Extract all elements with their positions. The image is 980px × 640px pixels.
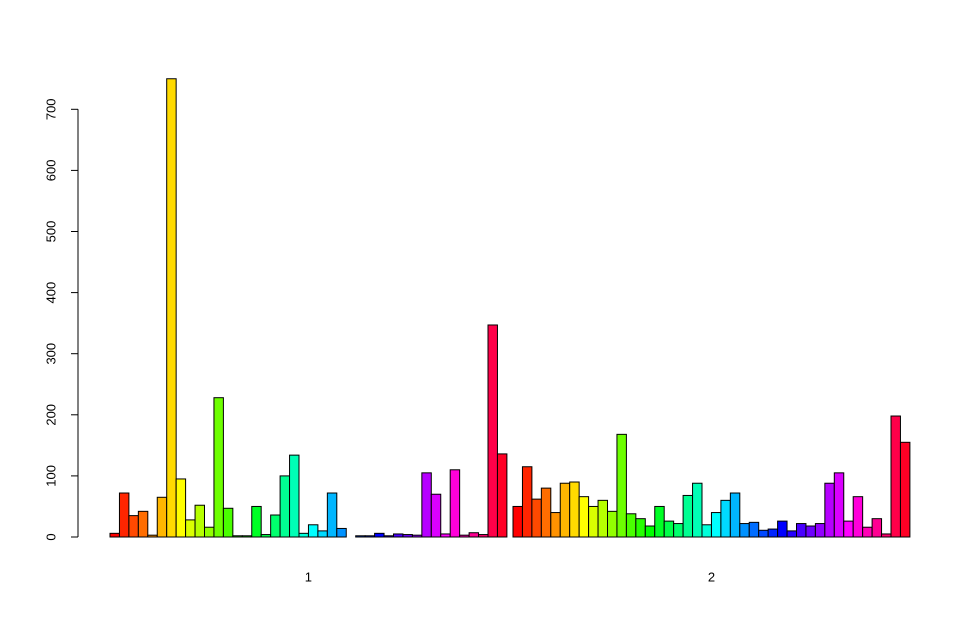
bar	[156, 496, 168, 538]
bar	[654, 505, 665, 538]
bar	[843, 520, 854, 538]
bar	[194, 504, 206, 538]
bar	[805, 525, 816, 538]
bar	[487, 324, 498, 538]
x-category-label: 1	[305, 569, 312, 584]
bar	[260, 534, 272, 538]
y-tick-label: 600	[43, 160, 58, 182]
bar	[663, 520, 675, 538]
bar	[635, 518, 646, 538]
bar	[597, 499, 608, 538]
bar	[521, 466, 533, 538]
bar	[421, 472, 432, 538]
bar	[374, 532, 385, 538]
bar	[890, 415, 901, 538]
bar	[468, 532, 480, 538]
bar	[440, 533, 451, 538]
bar	[118, 492, 130, 538]
bar	[166, 78, 177, 538]
bar	[317, 530, 328, 538]
bar	[824, 482, 835, 538]
bar	[222, 507, 234, 538]
bar	[748, 521, 760, 538]
bar	[383, 535, 394, 538]
bar	[862, 526, 873, 538]
bar	[588, 505, 599, 538]
y-tick-label: 500	[43, 221, 58, 243]
bar	[109, 532, 120, 538]
bar	[364, 535, 376, 538]
bar	[449, 469, 461, 538]
bar	[241, 535, 253, 538]
bar	[496, 453, 508, 538]
bar	[682, 494, 694, 538]
bar	[175, 478, 187, 538]
bar	[852, 496, 864, 538]
y-tick-label: 700	[43, 98, 58, 120]
bar	[336, 527, 347, 538]
bar	[411, 534, 423, 538]
bar	[550, 512, 561, 538]
bar	[402, 534, 413, 538]
bar	[871, 518, 883, 538]
bar	[459, 534, 470, 538]
bar	[578, 496, 590, 538]
bar	[739, 523, 750, 538]
bar	[512, 505, 523, 538]
bar	[607, 510, 618, 538]
bar	[767, 528, 779, 538]
x-category-label: 2	[708, 569, 715, 584]
bar	[355, 535, 366, 538]
bar	[814, 523, 826, 538]
bar	[326, 492, 338, 538]
bar	[204, 526, 215, 538]
y-tick-label: 400	[43, 282, 58, 304]
bar	[147, 534, 158, 538]
bar	[531, 498, 542, 538]
bar	[298, 532, 309, 538]
bar	[251, 505, 262, 538]
bar	[720, 499, 731, 538]
bar	[881, 533, 892, 538]
bar	[137, 510, 149, 538]
y-tick-label: 0	[43, 533, 58, 540]
y-tick-label: 100	[43, 465, 58, 487]
bar	[710, 512, 722, 538]
bar	[701, 524, 712, 538]
bar	[213, 397, 224, 538]
bar	[307, 524, 319, 538]
bar	[625, 513, 637, 538]
bar	[540, 487, 552, 538]
y-tick-label: 300	[43, 343, 58, 365]
bar	[692, 482, 703, 538]
bar	[673, 523, 684, 538]
bar	[758, 529, 769, 538]
bar	[796, 523, 807, 538]
bar	[393, 533, 404, 538]
bar	[232, 535, 243, 538]
bar	[777, 520, 788, 538]
bar	[569, 481, 580, 538]
bar	[279, 475, 291, 538]
bar	[478, 534, 489, 538]
bar	[644, 525, 656, 538]
bar	[430, 493, 442, 538]
bar	[289, 454, 300, 538]
bar	[833, 472, 845, 538]
bar	[185, 519, 196, 538]
y-tick-label: 200	[43, 404, 58, 426]
bar	[270, 514, 281, 538]
bar	[729, 492, 741, 538]
bar	[128, 515, 139, 538]
bar	[786, 530, 797, 538]
bar	[559, 482, 571, 538]
bar	[899, 441, 911, 538]
bar	[616, 433, 627, 538]
